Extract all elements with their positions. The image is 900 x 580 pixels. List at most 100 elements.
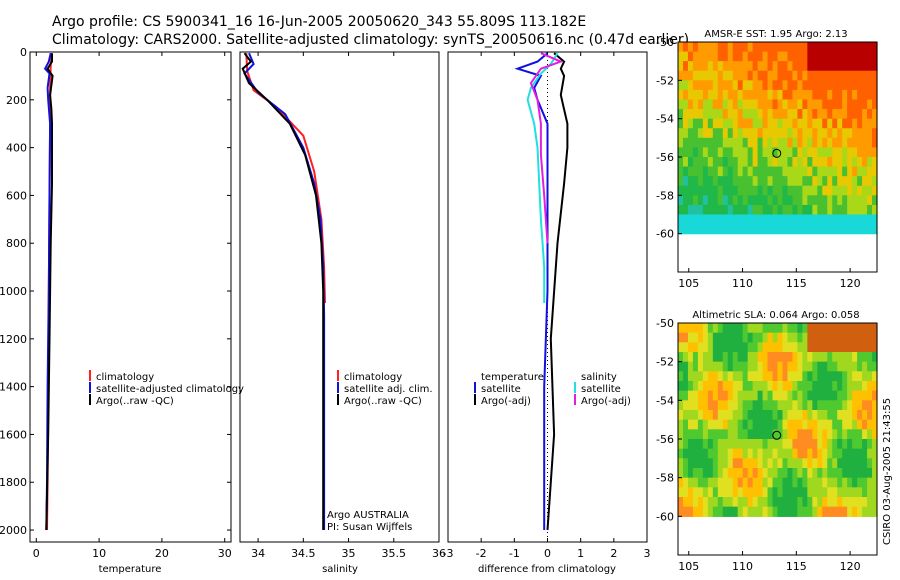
map-cell <box>842 506 848 517</box>
map-cell <box>797 506 803 517</box>
map-cell <box>692 70 699 81</box>
map-cell <box>797 224 803 235</box>
map-cell <box>837 448 843 459</box>
map-cell <box>802 195 808 206</box>
map-cell <box>847 70 853 81</box>
map-cell <box>727 185 734 196</box>
map-cell <box>817 332 823 343</box>
map-cell <box>862 42 868 53</box>
map-cell <box>847 204 853 216</box>
map-cell <box>692 332 699 343</box>
map-cell <box>822 332 828 343</box>
map-cell <box>757 352 764 363</box>
map-cell <box>777 80 784 91</box>
map-cell <box>762 99 769 110</box>
map-cell <box>687 176 694 187</box>
map-cell <box>687 477 694 488</box>
map-cell <box>827 429 833 440</box>
map-cell <box>862 381 868 392</box>
map-cell <box>727 361 734 372</box>
map-cell <box>802 70 808 81</box>
map-cell <box>797 487 803 498</box>
map-cell <box>792 323 798 334</box>
map-cell <box>697 224 704 235</box>
map-cell <box>792 204 798 216</box>
map-cell <box>802 419 808 430</box>
map-cell <box>822 487 828 498</box>
map-cell <box>687 487 694 498</box>
map-cell <box>732 458 739 469</box>
map-cell <box>812 390 818 401</box>
map-cell <box>782 89 789 101</box>
map-cell <box>762 352 769 363</box>
map-cell <box>697 147 704 158</box>
map-cell <box>737 487 744 498</box>
map-cell <box>812 195 818 206</box>
map-cell <box>837 109 843 120</box>
map-cell <box>817 410 823 421</box>
map-cell <box>707 195 714 206</box>
map-cell <box>727 371 734 382</box>
map-cell <box>852 458 858 469</box>
map-cell <box>682 371 689 382</box>
map-cell <box>742 506 749 517</box>
map-cell <box>707 468 714 479</box>
map-cell <box>817 61 823 72</box>
map-cell <box>722 185 729 196</box>
map-cell <box>762 176 769 187</box>
map-cell <box>807 506 813 517</box>
map-cell <box>717 214 724 225</box>
map-cell <box>737 381 744 392</box>
map-cell <box>862 128 868 139</box>
map-cell <box>812 381 818 392</box>
map-cell <box>857 118 863 129</box>
map-cell <box>742 157 749 168</box>
series-argo-raw-qc- <box>241 52 325 530</box>
map-cell <box>777 89 784 101</box>
map-cell <box>827 51 833 62</box>
map-cell <box>782 323 789 334</box>
map-cell <box>832 185 838 196</box>
map-cell <box>812 176 818 187</box>
map-cell <box>722 157 729 168</box>
map-x-tick-label: 110 <box>732 277 753 290</box>
map-cell <box>787 439 794 450</box>
map-cell <box>837 99 843 110</box>
map-cell <box>707 70 714 81</box>
map-cell <box>737 204 744 216</box>
map-cell <box>747 458 754 469</box>
map-cell <box>782 147 789 158</box>
map-cell <box>717 80 724 91</box>
map-cell <box>782 99 789 110</box>
map-cell <box>867 195 873 206</box>
x-tick-label: 3 <box>644 547 651 560</box>
map-cell <box>842 51 848 62</box>
map-cell <box>872 361 878 372</box>
y-tick-label: 1600 <box>0 428 27 441</box>
map-cell <box>702 99 709 110</box>
map-cell <box>678 429 684 440</box>
map-cell <box>787 342 794 353</box>
map-cell <box>712 224 719 235</box>
map-cell <box>787 185 794 196</box>
map-cell <box>842 80 848 91</box>
map-cell <box>697 61 704 72</box>
map-y-tick-label: -58 <box>656 189 674 202</box>
map-cell <box>867 109 873 120</box>
map-cell <box>707 109 714 120</box>
map-cell <box>707 352 714 363</box>
map-cell <box>737 128 744 139</box>
map-cell <box>772 352 779 363</box>
map-cell <box>807 429 813 440</box>
map-cell <box>852 390 858 401</box>
map-cell <box>727 70 734 81</box>
map-cell <box>737 118 744 129</box>
map-cell <box>762 80 769 91</box>
map-cell <box>787 361 794 372</box>
map-cell <box>707 118 714 129</box>
argo-location-marker <box>772 148 782 158</box>
map-cell <box>792 109 798 120</box>
map-cell <box>827 342 833 353</box>
x-tick-label: 34.5 <box>291 547 316 560</box>
map-cell <box>682 109 689 120</box>
